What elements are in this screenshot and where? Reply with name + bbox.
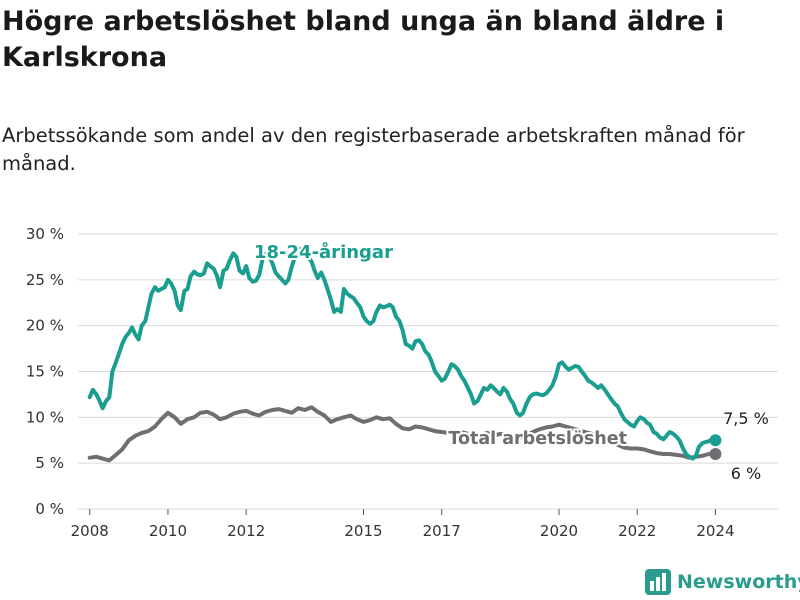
y-tick-label: 10 % xyxy=(26,408,64,426)
chart-title: Högre arbetslöshet bland unga än bland ä… xyxy=(2,6,725,73)
newsworthy-logo: Newsworthy xyxy=(645,569,800,595)
y-tick-label: 15 % xyxy=(26,363,64,381)
brand-name: Newsworthy xyxy=(677,571,800,593)
x-tick-label: 2017 xyxy=(423,522,461,540)
y-tick-label: 30 % xyxy=(26,225,64,243)
y-tick-label: 0 % xyxy=(35,500,64,518)
y-tick-label: 5 % xyxy=(35,454,64,472)
end-value-youth: 7,5 % xyxy=(723,409,769,428)
series-line-total xyxy=(87,405,718,463)
bar-chart-logo-icon xyxy=(645,569,671,595)
x-tick-label: 2012 xyxy=(227,522,265,540)
x-tick-label: 2010 xyxy=(149,522,187,540)
x-tick-label: 2015 xyxy=(344,522,382,540)
end-value-total: 6 % xyxy=(731,464,761,483)
x-tick-label: 2020 xyxy=(540,522,578,540)
x-tick-label: 2008 xyxy=(71,522,109,540)
series-label-youth: 18-24-åringar xyxy=(254,241,393,263)
end-point-youth xyxy=(709,434,722,447)
end-point-total xyxy=(709,448,722,460)
series-line-youth xyxy=(87,246,718,461)
y-tick-label: 20 % xyxy=(26,317,64,335)
chart-subtitle: Arbetssökande som andel av den registerb… xyxy=(2,124,745,175)
line-chart: 0 % 5 % 10 % 15 % 20 % 25 % 30 % 2008 2010 2012 20… xyxy=(26,225,778,540)
series-label-total: Total arbetslöshet xyxy=(448,429,627,449)
y-tick-label: 25 % xyxy=(26,271,64,289)
x-tick-label: 2024 xyxy=(696,522,734,540)
x-tick-label: 2022 xyxy=(618,522,656,540)
